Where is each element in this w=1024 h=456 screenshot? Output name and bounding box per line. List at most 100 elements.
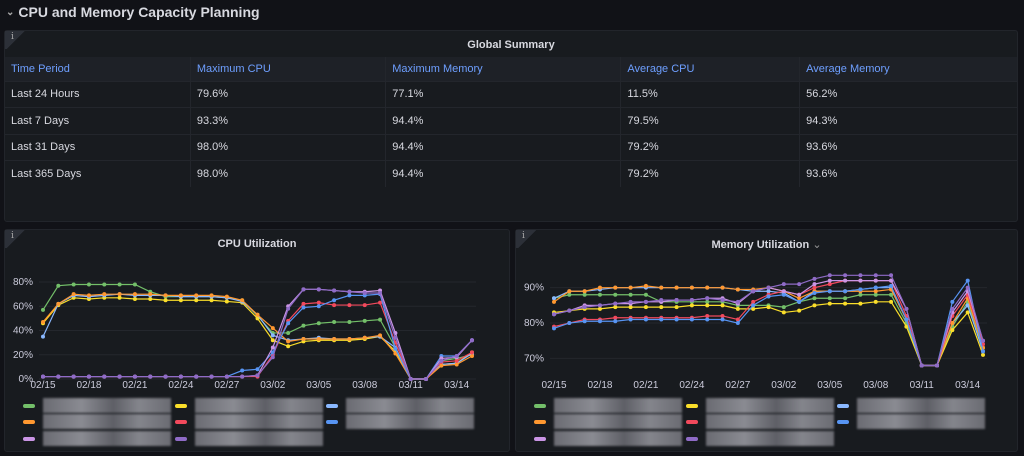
data-point[interactable] (378, 317, 383, 322)
info-icon[interactable]: i (5, 230, 27, 248)
data-point[interactable] (858, 287, 863, 292)
data-point[interactable] (766, 294, 771, 299)
data-point[interactable] (362, 290, 367, 295)
data-point[interactable] (659, 305, 664, 310)
data-point[interactable] (347, 303, 352, 308)
data-point[interactable] (347, 337, 352, 342)
data-point[interactable] (56, 374, 61, 379)
data-point[interactable] (705, 285, 710, 290)
data-point[interactable] (41, 334, 45, 339)
data-point[interactable] (316, 321, 321, 326)
data-point[interactable] (812, 285, 817, 290)
data-point[interactable] (720, 285, 725, 290)
data-point[interactable] (41, 307, 45, 312)
data-point[interactable] (408, 377, 413, 381)
data-point[interactable] (552, 326, 556, 331)
data-point[interactable] (812, 303, 817, 308)
legend-item[interactable] (534, 398, 682, 413)
data-point[interactable] (301, 287, 306, 292)
data-point[interactable] (255, 312, 260, 317)
data-point[interactable] (781, 310, 786, 315)
data-point[interactable] (889, 283, 894, 288)
column-header[interactable]: Maximum Memory (385, 57, 621, 81)
data-point[interactable] (41, 374, 45, 379)
data-point[interactable] (873, 278, 878, 283)
data-point[interactable] (470, 353, 474, 358)
data-point[interactable] (873, 299, 878, 304)
data-point[interactable] (439, 363, 444, 368)
data-point[interactable] (552, 299, 556, 304)
data-point[interactable] (689, 298, 694, 303)
data-point[interactable] (567, 308, 572, 313)
data-point[interactable] (720, 298, 725, 303)
data-point[interactable] (316, 304, 321, 309)
series-line[interactable] (41, 287, 474, 381)
data-point[interactable] (628, 285, 633, 290)
data-point[interactable] (720, 313, 725, 318)
data-point[interactable] (255, 367, 260, 372)
data-point[interactable] (613, 319, 618, 324)
legend-item[interactable] (23, 414, 171, 429)
data-point[interactable] (117, 282, 122, 287)
data-point[interactable] (950, 299, 955, 304)
data-point[interactable] (659, 317, 664, 322)
data-point[interactable] (843, 296, 848, 301)
data-point[interactable] (163, 298, 168, 303)
data-point[interactable] (224, 299, 229, 304)
data-point[interactable] (132, 282, 137, 287)
data-point[interactable] (705, 317, 710, 322)
data-point[interactable] (751, 303, 756, 308)
data-point[interactable] (827, 282, 832, 287)
data-point[interactable] (286, 330, 291, 335)
data-point[interactable] (843, 278, 848, 283)
data-point[interactable] (858, 301, 863, 306)
data-point[interactable] (117, 374, 122, 379)
data-point[interactable] (194, 293, 199, 298)
data-point[interactable] (827, 278, 832, 283)
data-point[interactable] (332, 337, 337, 342)
data-point[interactable] (919, 363, 924, 368)
data-point[interactable] (362, 335, 367, 340)
data-point[interactable] (286, 344, 291, 349)
data-point[interactable] (950, 306, 955, 311)
data-point[interactable] (56, 301, 61, 306)
data-point[interactable] (705, 296, 710, 301)
data-point[interactable] (102, 282, 107, 287)
data-point[interactable] (889, 273, 894, 278)
data-point[interactable] (797, 282, 802, 287)
data-point[interactable] (735, 299, 740, 304)
data-point[interactable] (720, 317, 725, 322)
data-point[interactable] (797, 299, 802, 304)
legend-item[interactable] (23, 398, 171, 413)
data-point[interactable] (255, 373, 260, 378)
data-point[interactable] (751, 289, 756, 294)
data-point[interactable] (362, 303, 367, 308)
data-point[interactable] (873, 289, 878, 294)
legend-item[interactable] (837, 414, 985, 429)
data-point[interactable] (659, 285, 664, 290)
data-point[interactable] (148, 292, 153, 297)
data-point[interactable] (240, 374, 245, 379)
data-point[interactable] (981, 349, 985, 354)
data-point[interactable] (332, 288, 337, 293)
data-point[interactable] (858, 292, 863, 297)
data-point[interactable] (858, 278, 863, 283)
data-point[interactable] (904, 317, 909, 322)
data-point[interactable] (347, 289, 352, 294)
memory-chart[interactable]: 70% 80% 90% 02/15 02/18 02/21 02/24 02/27 03/02 0… (516, 260, 1019, 425)
data-point[interactable] (643, 292, 648, 297)
data-point[interactable] (347, 293, 352, 298)
data-point[interactable] (643, 283, 648, 288)
data-point[interactable] (163, 374, 168, 379)
legend-item[interactable] (175, 398, 323, 413)
data-point[interactable] (102, 374, 107, 379)
data-point[interactable] (56, 283, 61, 288)
data-point[interactable] (132, 292, 137, 297)
data-point[interactable] (567, 289, 572, 294)
data-point[interactable] (904, 306, 909, 311)
data-point[interactable] (316, 300, 321, 305)
data-point[interactable] (689, 285, 694, 290)
data-point[interactable] (301, 301, 306, 306)
data-point[interactable] (705, 299, 710, 304)
data-point[interactable] (209, 298, 214, 303)
